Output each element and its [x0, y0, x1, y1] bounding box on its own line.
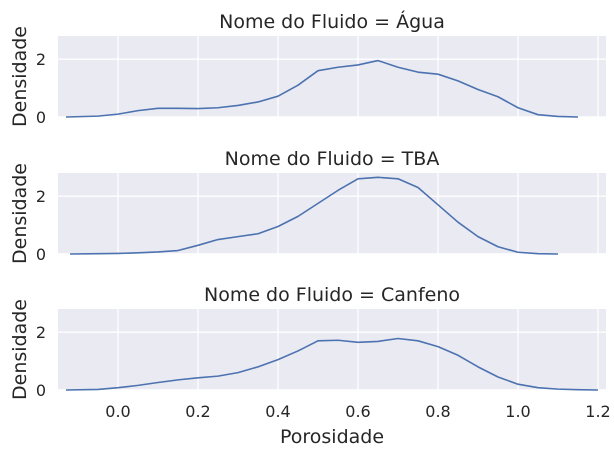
y-axis-label: Densidade	[9, 163, 31, 264]
density-curve	[69, 176, 559, 255]
x-tick-label: 0.8	[425, 402, 450, 421]
y-axis-label: Densidade	[9, 299, 31, 400]
y-tick-label: 0	[36, 245, 46, 264]
x-tick-label: 0.4	[265, 402, 290, 421]
x-tick-label: 1.0	[505, 402, 530, 421]
panel-background	[58, 309, 606, 390]
y-tick-label: 2	[36, 50, 46, 69]
panel-title: Nome do Fluido = TBA	[225, 148, 440, 170]
y-tick-label: 2	[36, 323, 46, 342]
panel-title: Nome do Fluido = Canfeno	[204, 284, 460, 306]
x-tick-label: 0.0	[105, 402, 130, 421]
panel-title: Nome do Fluido = Água	[219, 10, 445, 33]
y-axis-label: Densidade	[9, 26, 31, 127]
x-tick-label: 0.2	[185, 402, 210, 421]
y-tick-label: 0	[36, 381, 46, 400]
y-tick-label: 2	[36, 187, 46, 206]
density-curve	[65, 59, 579, 118]
x-tick-label: 1.2	[585, 402, 610, 421]
y-tick-label: 0	[36, 108, 46, 127]
x-axis-label: Porosidade	[280, 426, 384, 448]
density-curve	[65, 337, 599, 391]
panel-background	[58, 36, 606, 117]
panel-background	[58, 173, 606, 254]
x-tick-label: 0.6	[345, 402, 370, 421]
